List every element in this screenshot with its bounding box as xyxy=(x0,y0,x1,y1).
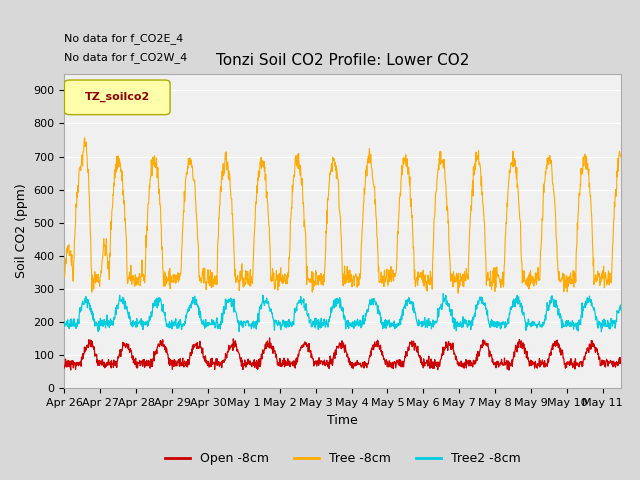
Y-axis label: Soil CO2 (ppm): Soil CO2 (ppm) xyxy=(15,184,28,278)
X-axis label: Time: Time xyxy=(327,414,358,427)
Text: TZ_soilco2: TZ_soilco2 xyxy=(84,92,150,102)
FancyBboxPatch shape xyxy=(65,80,170,115)
Text: No data for f_CO2E_4: No data for f_CO2E_4 xyxy=(65,33,184,44)
Title: Tonzi Soil CO2 Profile: Lower CO2: Tonzi Soil CO2 Profile: Lower CO2 xyxy=(216,53,469,68)
Text: No data for f_CO2W_4: No data for f_CO2W_4 xyxy=(65,52,188,62)
Legend: Open -8cm, Tree -8cm, Tree2 -8cm: Open -8cm, Tree -8cm, Tree2 -8cm xyxy=(160,447,525,470)
